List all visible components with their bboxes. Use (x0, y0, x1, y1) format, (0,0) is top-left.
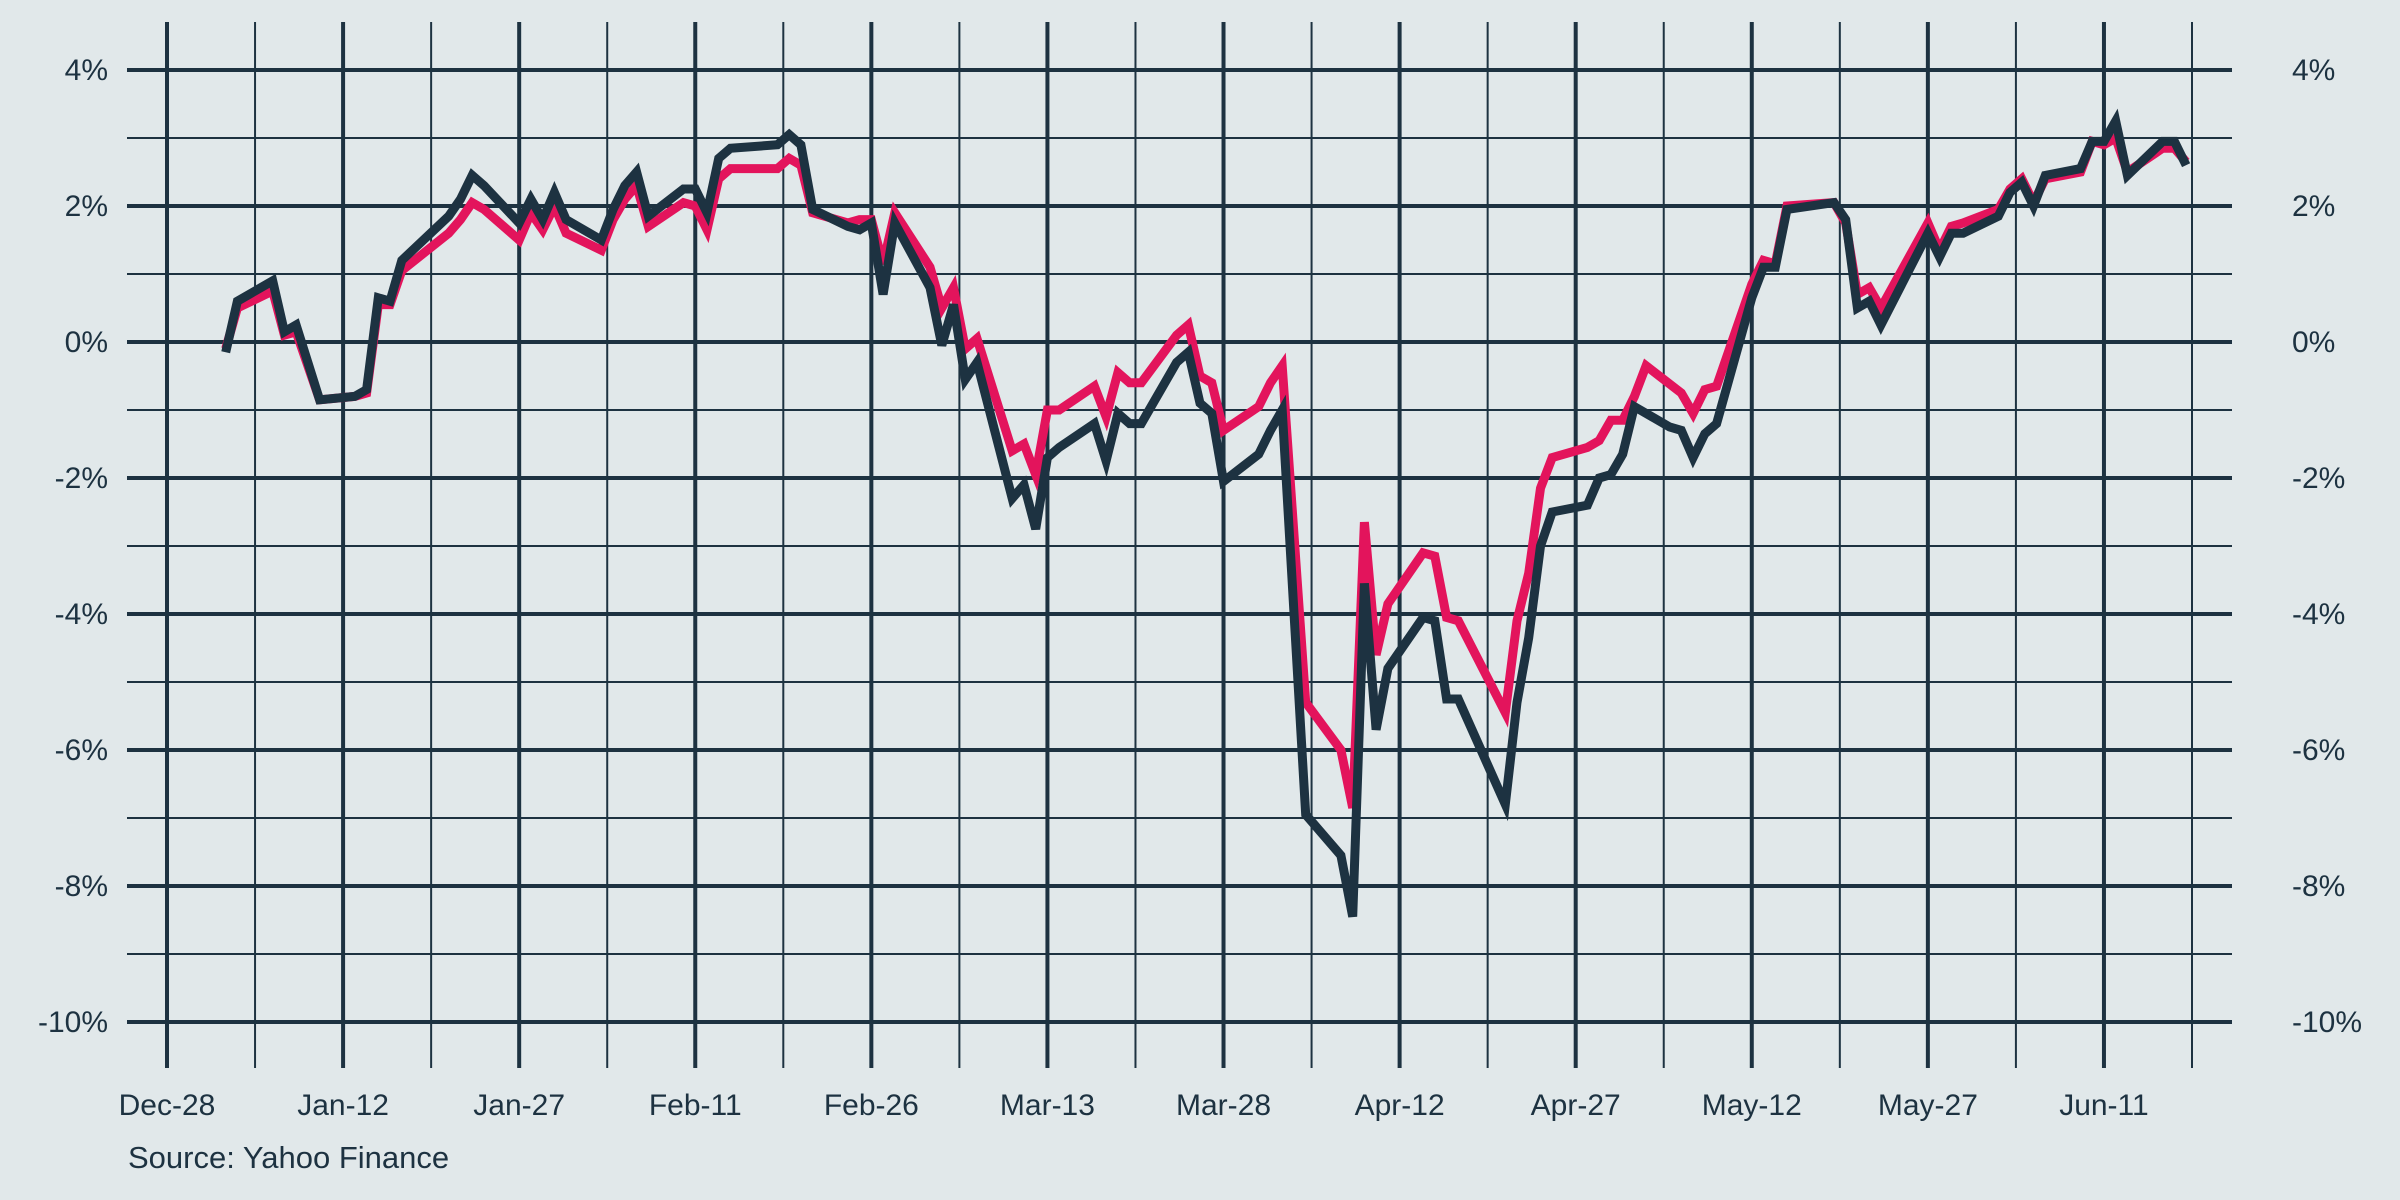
x-tick-label: Jun-11 (2059, 1089, 2149, 1122)
y-tick-label-left: -4% (55, 598, 108, 631)
y-tick-label-right: -2% (2292, 462, 2345, 495)
source-note: Source: Yahoo Finance (128, 1140, 449, 1175)
y-tick-label-right: 0% (2292, 326, 2335, 359)
x-tick-label: Feb-11 (649, 1089, 742, 1122)
grid (127, 22, 2232, 1068)
x-tick-label: Mar-13 (1000, 1089, 1095, 1122)
y-tick-label-right: -8% (2292, 870, 2345, 903)
x-tick-label: Mar-28 (1176, 1089, 1271, 1122)
y-tick-label-right: -10% (2292, 1006, 2362, 1039)
x-tick-label: Jan-12 (297, 1089, 389, 1122)
x-tick-label: Feb-26 (824, 1089, 919, 1122)
y-tick-label-right: -4% (2292, 598, 2345, 631)
x-tick-label: May-27 (1878, 1089, 1978, 1122)
y-tick-label-left: 2% (65, 190, 108, 223)
x-tick-label: Dec-28 (119, 1089, 216, 1122)
y-tick-label-right: 4% (2292, 54, 2335, 87)
x-tick-label: Jan-27 (473, 1089, 565, 1122)
x-tick-label: May-12 (1702, 1089, 1802, 1122)
y-tick-label-left: 4% (65, 54, 108, 87)
series-lines (221, 108, 2191, 918)
series-line-navy (221, 108, 2191, 918)
series-line-pink (221, 131, 2190, 809)
y-tick-label-left: -6% (55, 734, 108, 767)
y-tick-label-left: -8% (55, 870, 108, 903)
x-tick-label: Apr-27 (1531, 1089, 1621, 1122)
y-tick-label-left: -2% (55, 462, 108, 495)
y-tick-label-left: -10% (38, 1006, 108, 1039)
y-tick-label-right: -6% (2292, 734, 2345, 767)
y-tick-label-left: 0% (65, 326, 108, 359)
y-axis-right: 4% 2% 0% -2% -4% -6% -8% -10% (2292, 54, 2362, 1039)
x-axis: Dec-28 Jan-12 Jan-27 Feb-11 Feb-26 Mar-13 Mar-… (119, 1089, 2149, 1122)
y-axis-left: 4% 2% 0% -2% -4% -6% -8% -10% (38, 54, 108, 1039)
y-tick-label-right: 2% (2292, 190, 2335, 223)
x-tick-label: Apr-12 (1355, 1089, 1445, 1122)
